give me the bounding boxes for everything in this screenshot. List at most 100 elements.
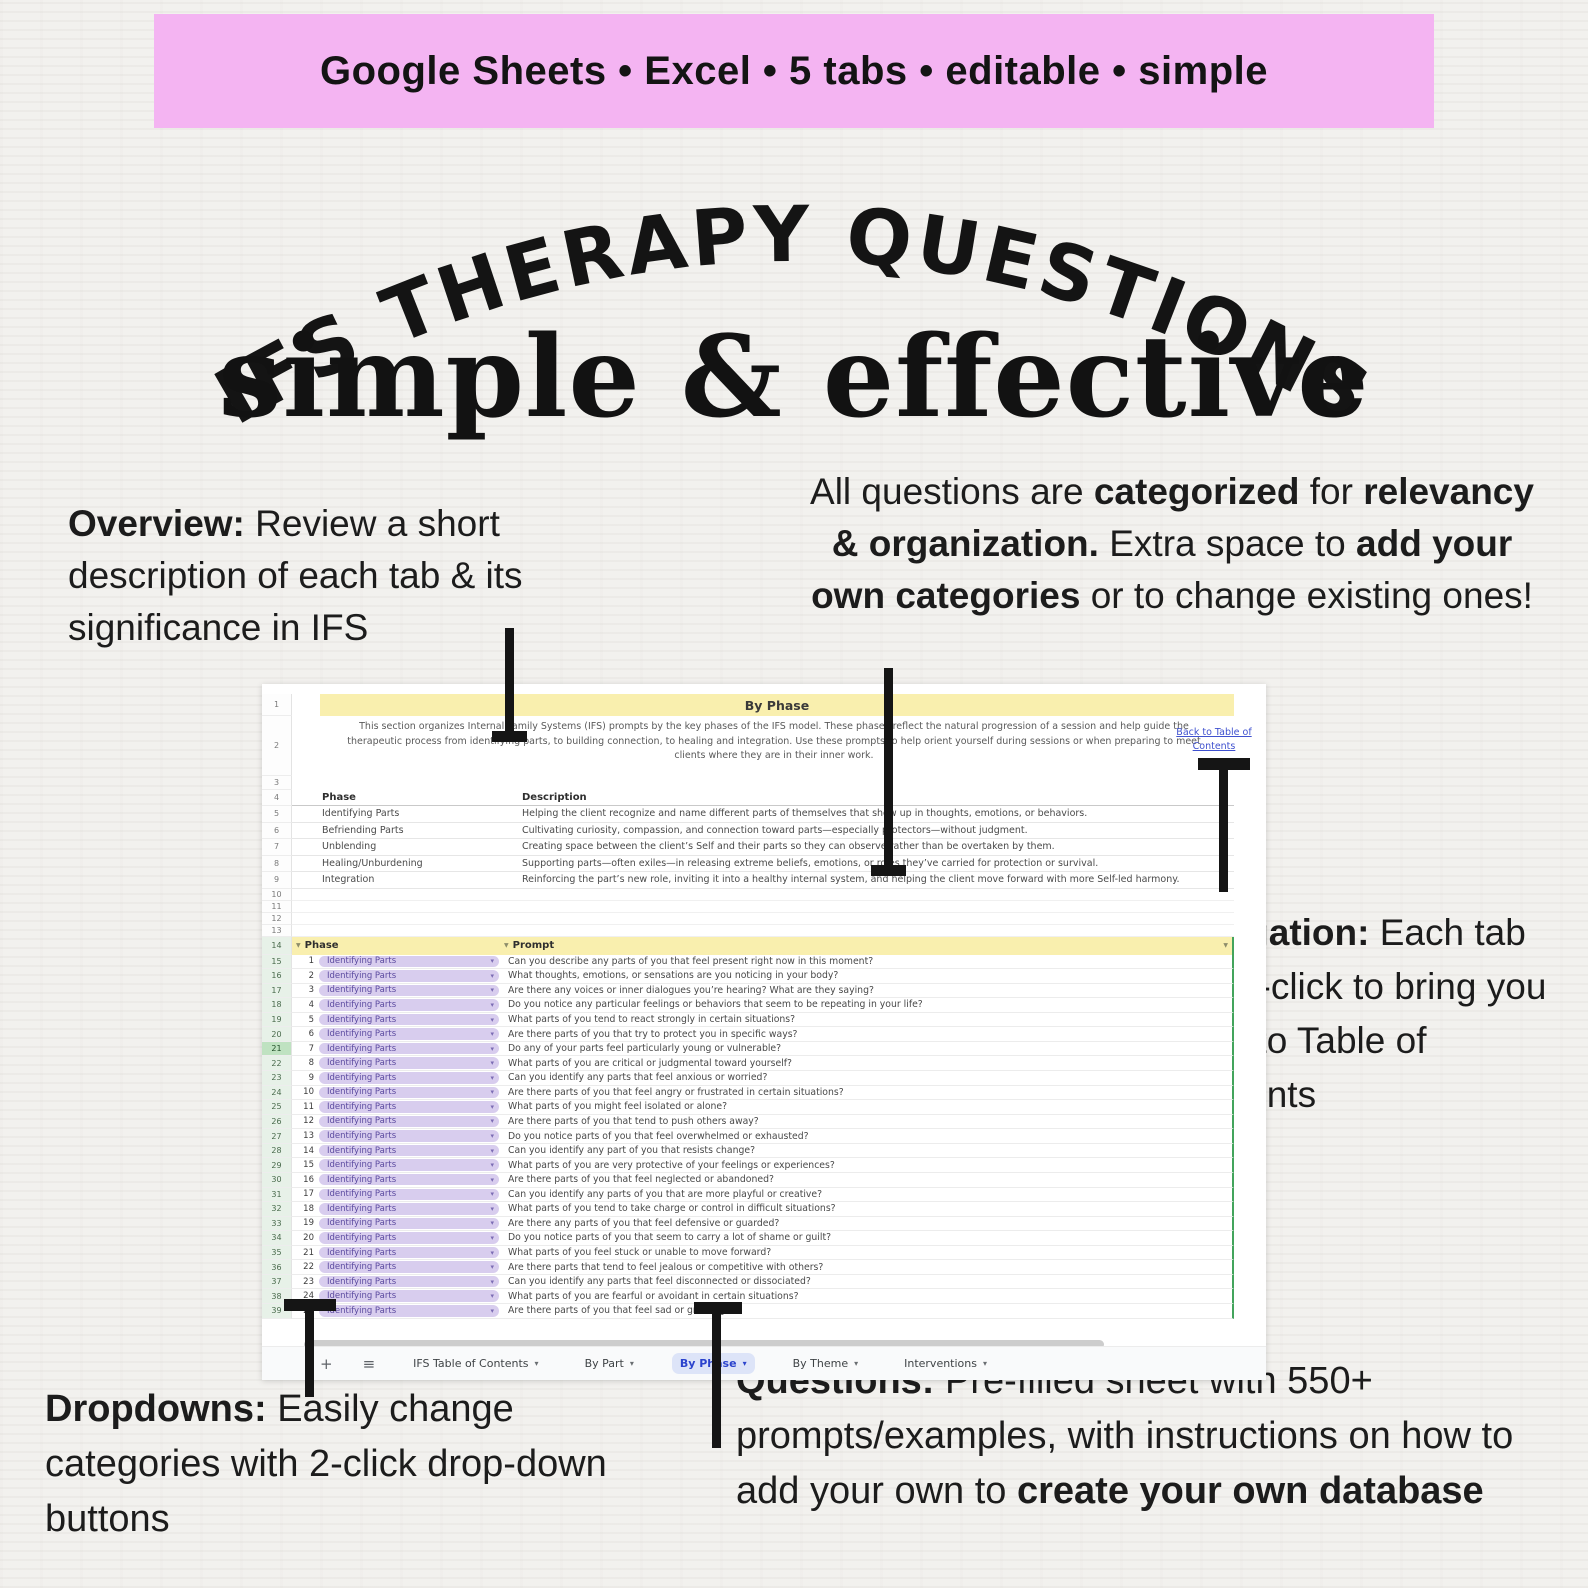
phase-dropdown[interactable]: Identifying Parts ▾ xyxy=(319,1203,499,1215)
chevron-down-icon[interactable]: ▾ xyxy=(490,1219,494,1228)
all-sheets-icon[interactable]: ≡ xyxy=(362,1354,376,1373)
chevron-down-icon[interactable]: ▾ xyxy=(490,1000,494,1009)
chevron-down-icon[interactable]: ▾ xyxy=(490,1073,494,1082)
chevron-down-icon[interactable]: ▾ xyxy=(490,1044,494,1053)
phase-dropdown[interactable]: Identifying Parts ▾ xyxy=(319,1261,499,1273)
phase-dropdown[interactable]: Identifying Parts ▾ xyxy=(319,999,499,1011)
phase-dropdown[interactable]: Identifying Parts ▾ xyxy=(319,1275,499,1288)
phase-dropdown[interactable]: Identifying Parts ▾ xyxy=(319,955,499,968)
phase-dropdown[interactable]: Identifying Parts ▾ xyxy=(319,1188,499,1201)
phase-dropdown[interactable]: Identifying Parts ▾ xyxy=(319,1072,499,1084)
phase-dropdown-value: Identifying Parts xyxy=(327,1101,397,1112)
sheet-tab[interactable]: By Part ▾ xyxy=(584,1357,634,1370)
row-number: 8 xyxy=(262,855,292,872)
table-row: 29 15 Identifying Parts ▾ What parts of … xyxy=(262,1158,1266,1173)
chevron-down-icon[interactable]: ▾ xyxy=(490,1248,494,1257)
chevron-down-icon[interactable]: ▾ xyxy=(490,1175,494,1184)
phase-dropdown[interactable]: Identifying Parts ▾ xyxy=(319,1028,499,1040)
table-row: 27 13 Identifying Parts ▾ Do you notice … xyxy=(262,1129,1266,1144)
sequence-number: 10 xyxy=(303,1087,314,1098)
chevron-down-icon[interactable]: ▾ xyxy=(490,1204,494,1213)
row-number: 1 xyxy=(262,694,292,716)
filter-icon[interactable]: ▼ xyxy=(1223,942,1228,949)
row-number: 9 xyxy=(262,872,292,889)
phase-dropdown[interactable]: Identifying Parts ▾ xyxy=(319,1173,499,1186)
phase-dropdown-value: Identifying Parts xyxy=(327,970,397,981)
empty-row: 13 xyxy=(262,924,1266,937)
sequence-number: 24 xyxy=(303,1291,314,1302)
chevron-down-icon[interactable]: ▾ xyxy=(490,1292,494,1301)
phase-dropdown-value: Identifying Parts xyxy=(327,1232,397,1243)
prompt-table-phase-header: Phase xyxy=(304,940,339,951)
phase-table-header-row: 4 Phase Description xyxy=(262,790,1266,806)
description-cell: Helping the client recognize and name di… xyxy=(522,808,1088,820)
chevron-down-icon[interactable]: ▾ xyxy=(490,1088,494,1097)
phase-dropdown[interactable]: Identifying Parts ▾ xyxy=(319,1305,499,1317)
phase-dropdown[interactable]: Identifying Parts ▾ xyxy=(319,1144,499,1157)
phase-dropdown[interactable]: Identifying Parts ▾ xyxy=(319,1130,499,1142)
prompt-cell: Can you identify any parts that feel anx… xyxy=(508,1072,768,1084)
chevron-down-icon[interactable]: ▾ xyxy=(534,1359,539,1368)
phase-dropdown[interactable]: Identifying Parts ▾ xyxy=(319,1013,499,1026)
chevron-down-icon[interactable]: ▾ xyxy=(742,1359,747,1368)
sheet-tab-bar: + ≡ IFS Table of Contents ▾ By Part ▾ xyxy=(262,1346,1266,1380)
chevron-down-icon[interactable]: ▾ xyxy=(629,1359,634,1368)
prompt-cell: Are there parts of you that feel angry o… xyxy=(508,1086,844,1098)
phase-dropdown[interactable]: Identifying Parts ▾ xyxy=(319,1159,499,1171)
sequence-number: 22 xyxy=(303,1262,314,1273)
table-row: 18 4 Identifying Parts ▾ Do you notice a… xyxy=(262,998,1266,1013)
phase-dropdown[interactable]: Identifying Parts ▾ xyxy=(319,1290,499,1302)
chevron-down-icon[interactable]: ▾ xyxy=(982,1359,987,1368)
phase-dropdown-value: Identifying Parts xyxy=(327,1014,397,1025)
callout-line-dropdowns xyxy=(305,1299,314,1397)
phase-dropdown[interactable]: Identifying Parts ▾ xyxy=(319,1042,499,1055)
phase-dropdown[interactable]: Identifying Parts ▾ xyxy=(319,984,499,997)
row-number: 11 xyxy=(262,900,292,913)
phase-dropdown[interactable]: Identifying Parts ▾ xyxy=(319,1101,499,1113)
phase-dropdown[interactable]: Identifying Parts ▾ xyxy=(319,970,499,982)
chevron-down-icon[interactable]: ▾ xyxy=(854,1359,859,1368)
chevron-down-icon[interactable]: ▾ xyxy=(490,1102,494,1111)
sheet-tab[interactable]: IFS Table of Contents ▾ xyxy=(413,1357,539,1370)
row-number: 4 xyxy=(262,790,292,806)
sheet-tab[interactable]: By Theme ▾ xyxy=(792,1357,859,1370)
phase-dropdown-value: Identifying Parts xyxy=(327,1291,397,1302)
chevron-down-icon[interactable]: ▾ xyxy=(490,1059,494,1068)
chevron-down-icon[interactable]: ▾ xyxy=(490,971,494,980)
filter-icon[interactable]: ▼ xyxy=(296,942,301,949)
phase-dropdown[interactable]: Identifying Parts ▾ xyxy=(319,1057,499,1069)
chevron-down-icon[interactable]: ▾ xyxy=(490,1132,494,1141)
filter-icon[interactable]: ▼ xyxy=(504,942,509,949)
back-to-toc-link[interactable]: Back to Table of Contents xyxy=(1176,727,1252,753)
table-row: 36 22 Identifying Parts ▾ Are there part… xyxy=(262,1260,1266,1275)
chevron-down-icon[interactable]: ▾ xyxy=(490,1263,494,1272)
sequence-number: 13 xyxy=(303,1131,314,1142)
prompt-cell: What parts of you feel stuck or unable t… xyxy=(508,1247,772,1259)
row-number: 32 xyxy=(262,1202,292,1217)
phase-dropdown[interactable]: Identifying Parts ▾ xyxy=(319,1086,499,1099)
chevron-down-icon[interactable]: ▾ xyxy=(490,1277,494,1286)
table-row: 31 17 Identifying Parts ▾ Can you identi… xyxy=(262,1187,1266,1203)
chevron-down-icon[interactable]: ▾ xyxy=(490,1161,494,1170)
chevron-down-icon[interactable]: ▾ xyxy=(490,957,494,966)
sequence-number: 23 xyxy=(303,1276,314,1287)
add-sheet-icon[interactable]: + xyxy=(320,1354,333,1373)
chevron-down-icon[interactable]: ▾ xyxy=(490,1117,494,1126)
chevron-down-icon[interactable]: ▾ xyxy=(490,1233,494,1242)
phase-dropdown[interactable]: Identifying Parts ▾ xyxy=(319,1115,499,1128)
chevron-down-icon[interactable]: ▾ xyxy=(490,1015,494,1024)
chevron-down-icon[interactable]: ▾ xyxy=(490,1306,494,1315)
callout-line-questions xyxy=(712,1302,721,1448)
phase-dropdown-value: Identifying Parts xyxy=(327,1305,397,1316)
chevron-down-icon[interactable]: ▾ xyxy=(490,1146,494,1155)
phase-dropdown[interactable]: Identifying Parts ▾ xyxy=(319,1232,499,1244)
chevron-down-icon[interactable]: ▾ xyxy=(490,986,494,995)
chevron-down-icon[interactable]: ▾ xyxy=(490,1190,494,1199)
sheet-tab[interactable]: Interventions ▾ xyxy=(904,1357,987,1370)
sheet-title-row: 1 By Phase xyxy=(262,694,1266,716)
row-number: 17 xyxy=(262,983,292,999)
chevron-down-icon[interactable]: ▾ xyxy=(490,1030,494,1039)
phase-dropdown[interactable]: Identifying Parts ▾ xyxy=(319,1217,499,1230)
horizontal-scrollbar[interactable] xyxy=(304,1340,1104,1349)
phase-dropdown[interactable]: Identifying Parts ▾ xyxy=(319,1246,499,1259)
